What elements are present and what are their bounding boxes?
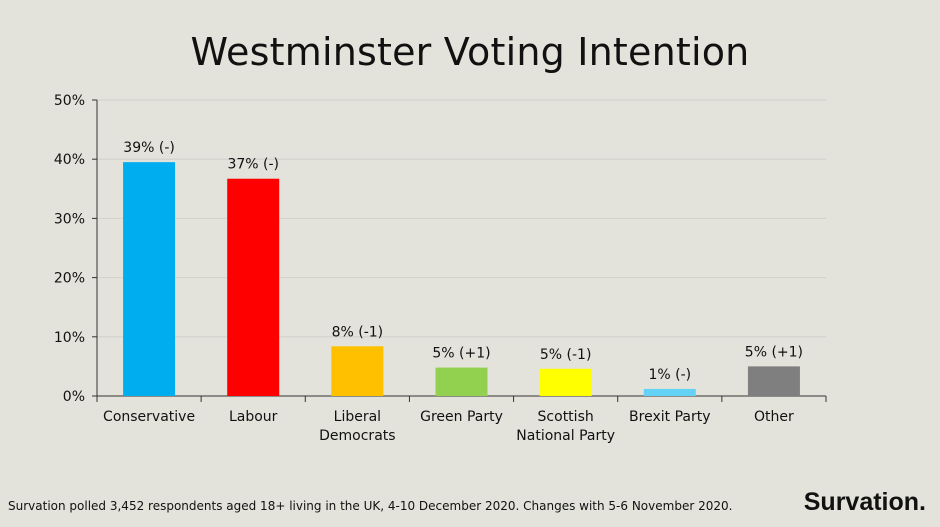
data-label: 37% (-) bbox=[227, 157, 279, 173]
category-label: Conservative bbox=[103, 409, 195, 425]
category-label: Labour bbox=[229, 409, 278, 425]
category-label: Other bbox=[754, 409, 794, 425]
bar bbox=[227, 178, 280, 396]
page-title: Westminster Voting Intention bbox=[190, 30, 750, 74]
y-tick-label: 20% bbox=[54, 271, 85, 287]
bar bbox=[123, 162, 176, 396]
bar bbox=[643, 388, 696, 396]
category-label: National Party bbox=[516, 428, 615, 444]
bar bbox=[539, 368, 592, 396]
footnote: Survation polled 3,452 respondents aged … bbox=[8, 499, 733, 513]
y-tick-label: 10% bbox=[54, 330, 85, 346]
data-label: 5% (+1) bbox=[432, 346, 490, 362]
category-label: Democrats bbox=[319, 428, 395, 444]
brand-logo: Survation. bbox=[803, 488, 926, 516]
bar-chart: 0% 10% 20% 30% 40% 50% 39% (-) Conservative 37% … bbox=[54, 93, 827, 444]
category-label: Scottish bbox=[538, 409, 594, 425]
y-tick-label: 0% bbox=[63, 389, 85, 405]
category-label: Green Party bbox=[420, 409, 503, 425]
y-tick-label: 50% bbox=[54, 93, 85, 109]
data-label: 1% (-) bbox=[648, 367, 691, 383]
category-label: Liberal bbox=[334, 409, 381, 425]
data-label: 8% (-1) bbox=[332, 324, 384, 340]
bar bbox=[331, 346, 384, 396]
data-label: 5% (+1) bbox=[745, 344, 803, 360]
data-label: 39% (-) bbox=[123, 140, 175, 156]
bar bbox=[747, 366, 800, 396]
bar bbox=[435, 367, 488, 396]
data-label: 5% (-1) bbox=[540, 347, 592, 363]
y-tick-label: 30% bbox=[54, 211, 85, 227]
category-label: Brexit Party bbox=[629, 409, 710, 425]
y-tick-label: 40% bbox=[54, 152, 85, 168]
